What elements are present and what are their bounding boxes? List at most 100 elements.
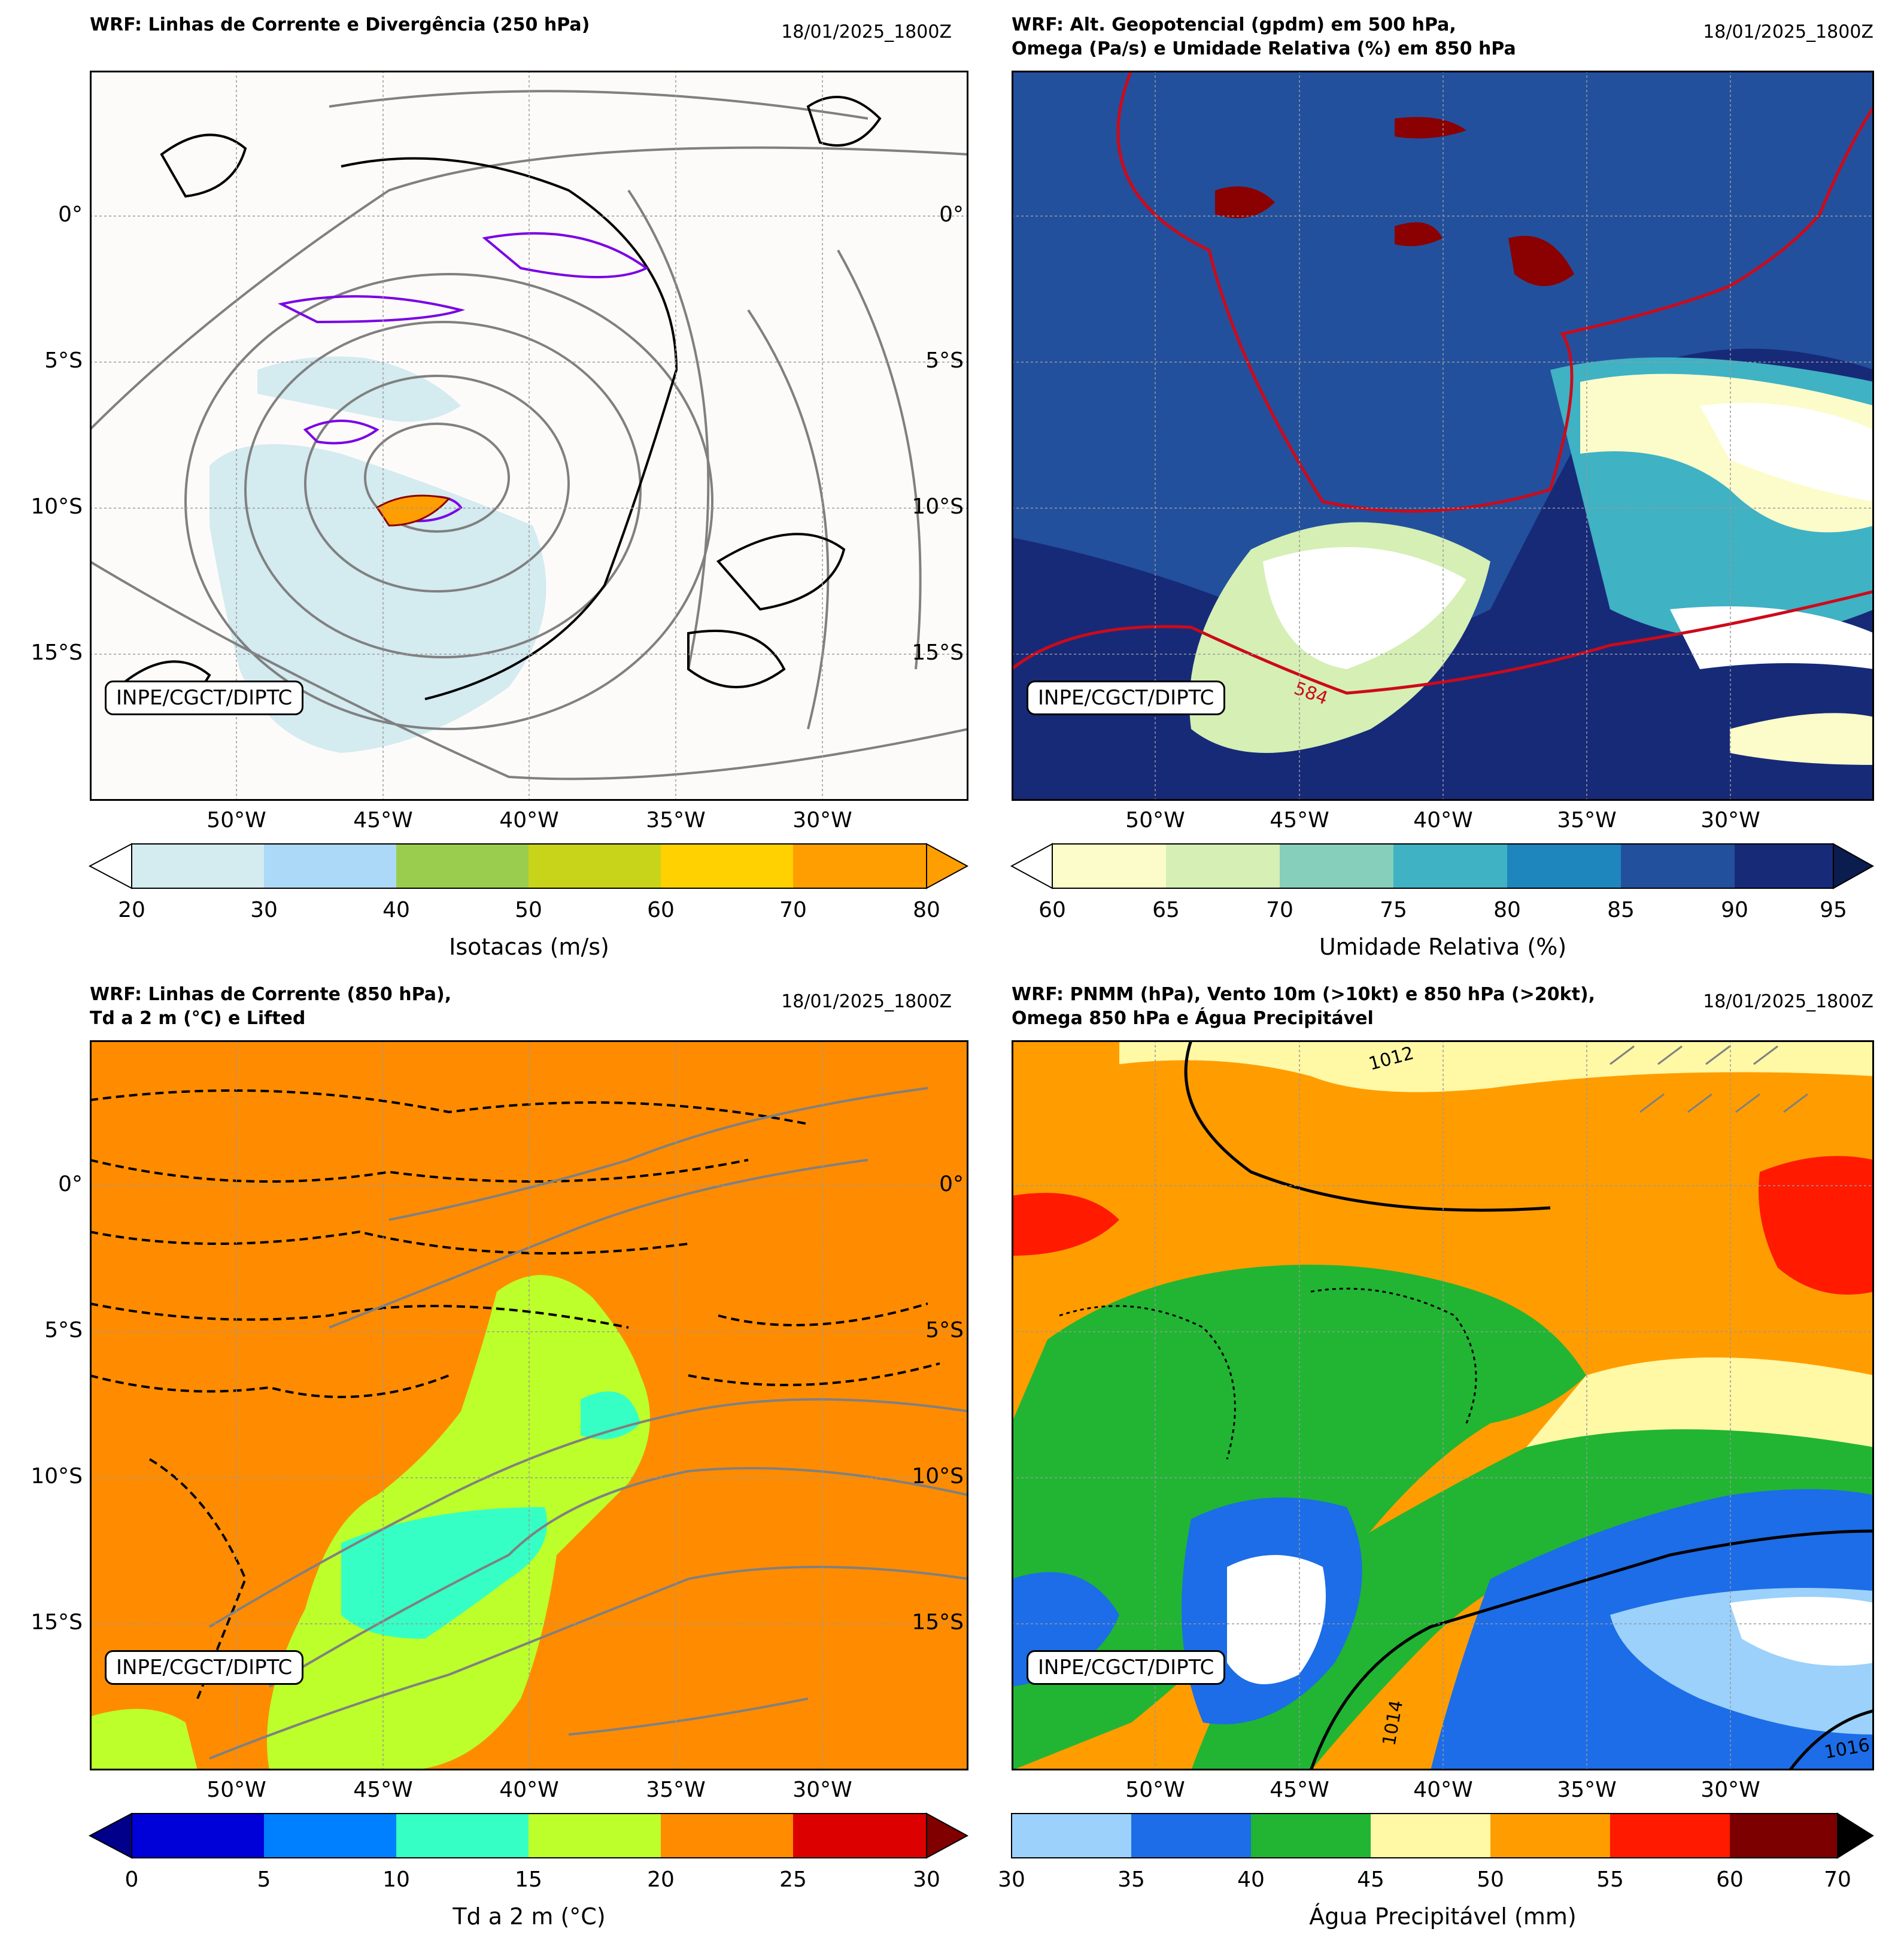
colorbar-tick: 40 [1237, 1867, 1265, 1892]
colorbar-segment [132, 844, 264, 888]
map-area: 584 [1012, 71, 1890, 801]
colorbar-tick: 70 [1266, 898, 1293, 922]
colorbar-extend-high [1833, 843, 1875, 889]
colorbar-tick: 55 [1596, 1867, 1624, 1892]
colorbar-tick: 65 [1152, 898, 1180, 922]
colorbar-tick: 80 [913, 898, 940, 922]
colorbar [88, 1812, 969, 1859]
pw-55-area [1759, 1156, 1874, 1295]
divergence-contours [124, 96, 882, 713]
colorbar-segment [529, 1814, 661, 1858]
colorbar-extend-low [88, 1812, 132, 1859]
colorbar-tick: 15 [515, 1867, 542, 1892]
map-plot [90, 71, 968, 801]
panel-pnmm-wind-precipitable-water: WRF: PNMM (hPa), Vento 10m (>10kt) e 850… [912, 970, 1874, 1945]
lat-label: 5°S [44, 1318, 83, 1343]
lat-label: 10°S [31, 1464, 83, 1489]
colorbar-label: Td a 2 m (°C) [453, 1903, 606, 1930]
lon-label: 40°W [1413, 1778, 1473, 1802]
lon-label: 40°W [499, 1778, 559, 1802]
colorbar-segment [1507, 844, 1621, 888]
colorbar-segment [1052, 844, 1166, 888]
colorbar-segment [1251, 1814, 1371, 1858]
omega-contours [1059, 1287, 1477, 1460]
lon-label: 45°W [353, 1778, 413, 1802]
isotach-20-area-2 [257, 356, 461, 422]
colorbar-tick: 60 [647, 898, 675, 922]
colorbar-svg [88, 1812, 969, 1859]
map-frame [1012, 71, 1874, 801]
colorbar-segment [1371, 1814, 1490, 1858]
pw-low-area [1730, 1597, 1874, 1666]
colorbar-segment [1131, 1814, 1251, 1858]
colorbar-extend-high [1837, 1812, 1874, 1859]
colorbar [88, 843, 969, 889]
panel-streamlines-250hpa: WRF: Linhas de Corrente e Divergência (2… [0, 0, 969, 976]
colorbar-tick: 5 [257, 1867, 271, 1892]
lon-label: 45°W [1270, 1778, 1329, 1802]
colorbar-tick: 25 [779, 1867, 807, 1892]
colorbar-tick: 20 [647, 1867, 675, 1892]
colorbar-tick: 30 [998, 1867, 1025, 1892]
colorbar-tick: 80 [1493, 898, 1521, 922]
rh-low-area [1700, 403, 1874, 502]
lon-label: 50°W [1125, 808, 1185, 833]
colorbar-extend-low [88, 843, 132, 889]
grid-lines [90, 1040, 968, 1770]
map-frame [1012, 1040, 1874, 1770]
colorbar-tick: 40 [382, 898, 410, 922]
panel-streamlines-850hpa-td: WRF: Linhas de Corrente (850 hPa), Td a … [0, 970, 969, 1945]
colorbar-tick: 70 [1824, 1867, 1851, 1892]
panel-title: WRF: Linhas de Corrente e Divergência (2… [90, 14, 590, 35]
lat-label: 10°S [912, 494, 964, 519]
pressure-contours [1184, 1040, 1874, 1770]
pw-low-area-2 [1227, 1555, 1326, 1684]
lon-label: 30°W [1700, 1778, 1760, 1802]
colorbar-segment [1012, 1814, 1131, 1858]
colorbar-extend-low [1010, 843, 1053, 889]
lifted-contours [90, 1089, 940, 1699]
colorbar-frame [131, 1813, 927, 1858]
colorbar-segment [793, 844, 927, 888]
colorbar [1011, 1812, 1874, 1859]
colorbar-segment [1490, 1814, 1610, 1858]
lat-label: 5°S [925, 1318, 964, 1343]
lon-label: 50°W [207, 808, 266, 833]
colorbar-segment [396, 844, 529, 888]
map-plot: 584 [1012, 71, 1874, 801]
credit-label: INPE/CGCT/DIPTC [1027, 1650, 1226, 1685]
lon-label: 35°W [1557, 808, 1617, 833]
colorbar-segment [1610, 1814, 1730, 1858]
isotach-max [375, 494, 451, 527]
map-plot: 1014 1016 1012 [1012, 1040, 1874, 1770]
colorbar-frame [1011, 1813, 1838, 1858]
lon-label: 45°W [353, 808, 413, 833]
panel-geopotential-omega-rh: WRF: Alt. Geopotencial (gpdm) em 500 hPa… [912, 0, 1875, 976]
map-frame [90, 1040, 968, 1770]
grid-lines [1012, 1040, 1874, 1770]
lon-label: 30°W [1700, 808, 1760, 833]
panel-date: 18/01/2025_1800Z [781, 22, 952, 42]
rh-60-area-2 [1730, 713, 1874, 765]
colorbar-tick: 30 [250, 898, 278, 922]
colorbar-tick: 60 [1038, 898, 1066, 922]
colorbar-tick: 0 [124, 1867, 139, 1892]
colorbar-segment [396, 1814, 529, 1858]
lat-label: 0° [939, 1172, 964, 1196]
lon-label: 40°W [499, 808, 559, 833]
colorbar-tick: 50 [515, 898, 542, 922]
lon-label: 50°W [1125, 1778, 1185, 1802]
streamlines [90, 90, 968, 780]
rh-low-area-3 [1670, 606, 1874, 669]
colorbar-tick: 20 [118, 898, 145, 922]
grid-lines [90, 71, 968, 801]
panel-date: 18/01/2025_1800Z [781, 991, 952, 1012]
colorbar-svg [88, 843, 969, 889]
credit-label: INPE/CGCT/DIPTC [105, 681, 304, 715]
colorbar-segment [1166, 844, 1280, 888]
lon-label: 40°W [1413, 808, 1473, 833]
omega-negative [1215, 117, 1574, 286]
td-15-area-3 [90, 1709, 198, 1770]
colorbar-segment [1280, 844, 1393, 888]
grid-lines [1012, 71, 1874, 801]
